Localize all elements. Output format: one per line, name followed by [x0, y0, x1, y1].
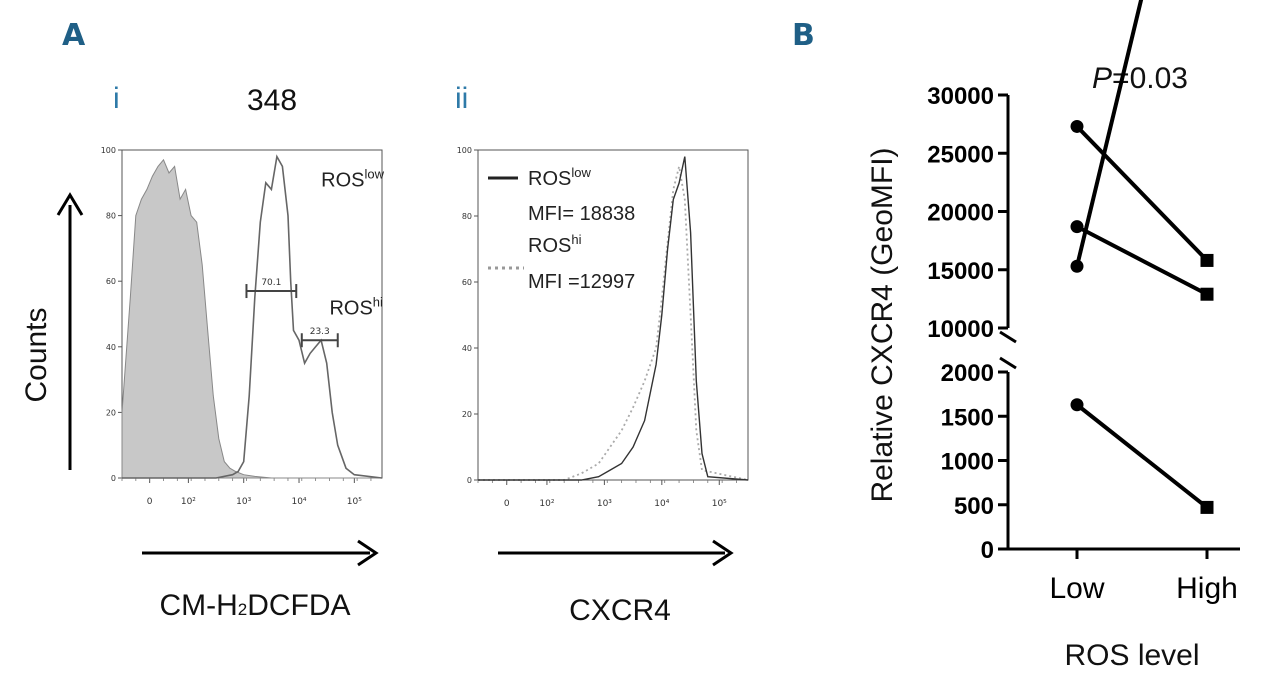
ytick-label: 60 [462, 278, 472, 287]
ytick-label: 0 [111, 474, 116, 483]
panel-a-i-x-arrow-head [357, 539, 379, 567]
p-value-label: P=0.03 [1092, 62, 1188, 95]
b-ytick-label: 0 [981, 537, 994, 564]
b-ytick-label: 1000 [941, 449, 994, 476]
b-ytick-label: 30000 [927, 83, 994, 110]
panel-a-ii-x-arrow-head [712, 539, 734, 567]
panel-a-ii-xlabel: CXCR4 [569, 594, 671, 627]
ytick-label: 40 [462, 344, 472, 353]
panel-a-i: i 348 0 20 40 60 80 100 0 10² 10³ 10⁴ 10⁵ 70.1 23.… [101, 82, 385, 622]
xtick-label: 10³ [236, 497, 251, 507]
gate-label: 70.1 [261, 278, 281, 288]
ros-low-histogram-line [478, 156, 749, 481]
xtick-label: 0 [147, 497, 153, 507]
control-histogram-fill [121, 158, 382, 479]
b-xtick-label: Low [1049, 572, 1104, 605]
panel-b-letter: B [792, 18, 815, 53]
b-high-point [1200, 287, 1214, 301]
ros-hi-histogram-line [478, 166, 749, 481]
xtick-label: 10² [539, 499, 554, 509]
b-ytick-label: 20000 [927, 200, 994, 227]
panel-b-ylabel: Relative CXCR4 (GeoMFI) [866, 147, 899, 502]
b-low-point [1070, 398, 1084, 412]
panel-a-i-annotations: ROSlow ROShi [321, 167, 384, 320]
legend-ros-low-label: ROSlow [528, 165, 591, 190]
xtick-label: 10⁴ [654, 499, 669, 509]
ros-hi-annotation: ROShi [329, 294, 383, 319]
ytick-label: 100 [101, 146, 116, 155]
b-pair-line [1075, 0, 1144, 267]
ros-low-annotation: ROSlow [321, 167, 384, 192]
b-ytick-label: 25000 [927, 141, 994, 168]
b-ytick-label: 10000 [927, 316, 994, 343]
xtick-label: 10⁴ [291, 497, 306, 507]
b-pair-line [1076, 224, 1208, 296]
gate-label: 23.3 [310, 327, 330, 337]
ytick-label: 100 [457, 146, 472, 155]
b-high-point [1200, 500, 1214, 514]
b-axis-break [999, 330, 1017, 344]
stained-histogram-line [122, 154, 383, 479]
ytick-label: 80 [462, 212, 472, 221]
b-high-point [1200, 253, 1214, 267]
panel-a-ii: ii 0 20 40 60 80 100 0 10² 10³ 10⁴ 10⁵ ROSlow MFI… [455, 82, 749, 627]
panel-a-i-sublabel: i [113, 82, 120, 115]
ytick-label: 60 [106, 277, 116, 286]
ytick-label: 40 [106, 343, 116, 352]
xtick-label: 10³ [597, 499, 612, 509]
b-ytick-label: 2000 [941, 360, 994, 387]
panel-a-i-xaxis: 0 10² 10³ 10⁴ 10⁵ [121, 478, 372, 507]
panel-a-ii-sublabel: ii [455, 82, 468, 115]
ytick-label: 0 [467, 476, 472, 485]
b-pair-line [1075, 125, 1209, 262]
panel-a-letter: A [62, 18, 86, 53]
b-low-point [1070, 220, 1084, 234]
b-ytick-label: 1500 [941, 404, 994, 431]
legend-ros-hi-mfi: MFI =12997 [528, 271, 635, 293]
b-axis-break [999, 356, 1017, 370]
panel-b-xaxis: Low High [1008, 547, 1240, 605]
xtick-label: 0 [504, 499, 510, 509]
panel-a-ii-plot-frame [477, 149, 749, 481]
ytick-label: 20 [462, 410, 472, 419]
xtick-label: 10² [181, 497, 196, 507]
xtick-label: 10⁵ [347, 497, 362, 507]
panel-a-ii-xaxis: 0 10² 10³ 10⁴ 10⁵ [477, 480, 737, 509]
panel-b: P=0.03 Relative CXCR4 (GeoMFI) 100001500… [866, 0, 1240, 672]
legend-ros-hi-label: ROShi [528, 232, 582, 257]
b-pair-line [1075, 403, 1209, 509]
counts-arrow-head [56, 192, 84, 216]
panel-a-i-title: 348 [247, 84, 297, 117]
ytick-label: 80 [106, 212, 116, 221]
b-low-point [1070, 119, 1084, 133]
b-ytick-label: 15000 [927, 258, 994, 285]
xtick-label: 10⁵ [712, 499, 727, 509]
panel-a-i-gates: 70.1 23.3 [245, 278, 339, 348]
panel-b-points [1070, 119, 1214, 514]
b-low-point [1070, 259, 1084, 273]
b-xtick-label: High [1176, 572, 1238, 605]
panel-a-i-yaxis: 0 20 40 60 80 100 [101, 146, 122, 483]
ytick-label: 20 [106, 408, 116, 417]
counts-label: Counts [20, 307, 53, 402]
panel-a-i-xlabel: CM-H2DCFDA [159, 589, 350, 622]
panel-b-yaxis: 10000 15000 20000 25000 30000 0 500 1000 1500 200… [927, 83, 1017, 564]
panel-a-ii-legend: ROSlow MFI= 18838 ROShi MFI =12997 [488, 165, 635, 293]
panel-b-pair-lines [1075, 0, 1209, 509]
panel-b-xlabel: ROS level [1064, 639, 1199, 672]
panel-a-ii-yaxis: 0 20 40 60 80 100 [457, 146, 478, 485]
legend-ros-low-mfi: MFI= 18838 [528, 203, 635, 225]
b-ytick-label: 500 [954, 493, 994, 520]
